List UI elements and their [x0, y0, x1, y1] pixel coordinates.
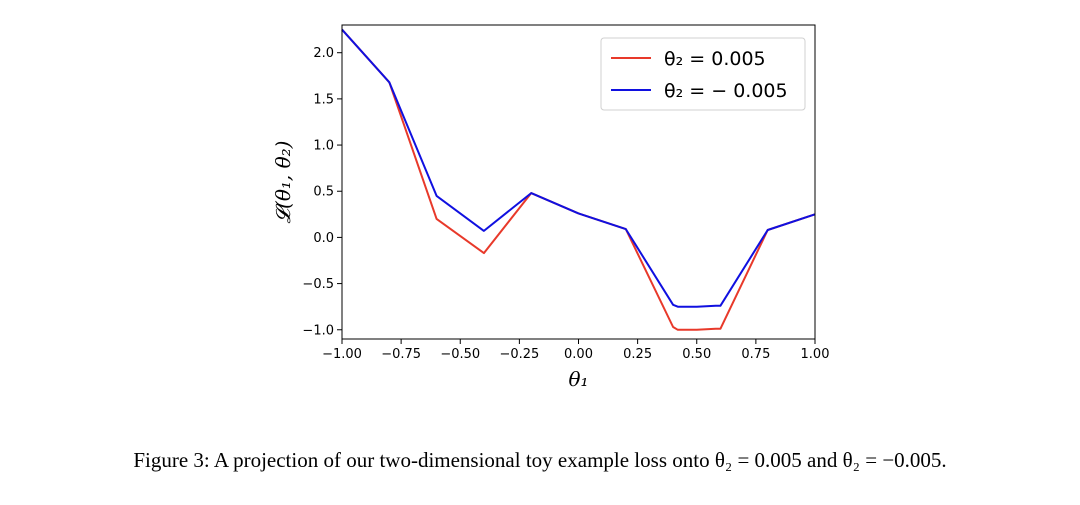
- x-tick-label: 0.50: [682, 347, 711, 362]
- x-tick-label: −0.75: [381, 347, 421, 362]
- loss-projection-chart: −1.0 −0.5 0.0 0.5 1.0 1.5 2.0 −1.00 −0.75 −0.50 −…: [271, 24, 830, 391]
- y-tick-label: −1.0: [302, 323, 334, 338]
- series-line-2: [341, 28, 816, 308]
- x-tick-label: 0.00: [564, 347, 593, 362]
- x-tick-label: 1.00: [801, 347, 830, 362]
- x-tick-label: 0.25: [623, 347, 652, 362]
- legend-box: [600, 37, 806, 111]
- x-tick-label: −0.25: [499, 347, 539, 362]
- plot-frame: [341, 24, 816, 340]
- legend-label-series-1: θ₂ = 0.005: [664, 48, 766, 70]
- y-axis-label: 𝓛(θ₁, θ₂): [271, 141, 295, 224]
- figure-caption: Figure 3: A projection of our two-dimens…: [133, 448, 947, 472]
- y-tick-label: 0.5: [313, 185, 334, 200]
- legend: θ₂ = 0.005 θ₂ = − 0.005: [600, 37, 806, 111]
- x-tick-label: −0.50: [440, 347, 480, 362]
- legend-label-series-2: θ₂ = − 0.005: [664, 80, 788, 102]
- y-tick-label: 2.0: [313, 46, 334, 61]
- y-tick-label: 0.0: [313, 231, 334, 246]
- y-tick-label: −0.5: [302, 277, 334, 292]
- x-axis-label: θ₁: [568, 367, 588, 391]
- x-tick-label: −1.00: [322, 347, 362, 362]
- y-tick-label: 1.5: [313, 92, 334, 107]
- x-tick-label: 0.75: [741, 347, 770, 362]
- series-line-1: [341, 28, 816, 331]
- y-tick-label: 1.0: [313, 139, 334, 154]
